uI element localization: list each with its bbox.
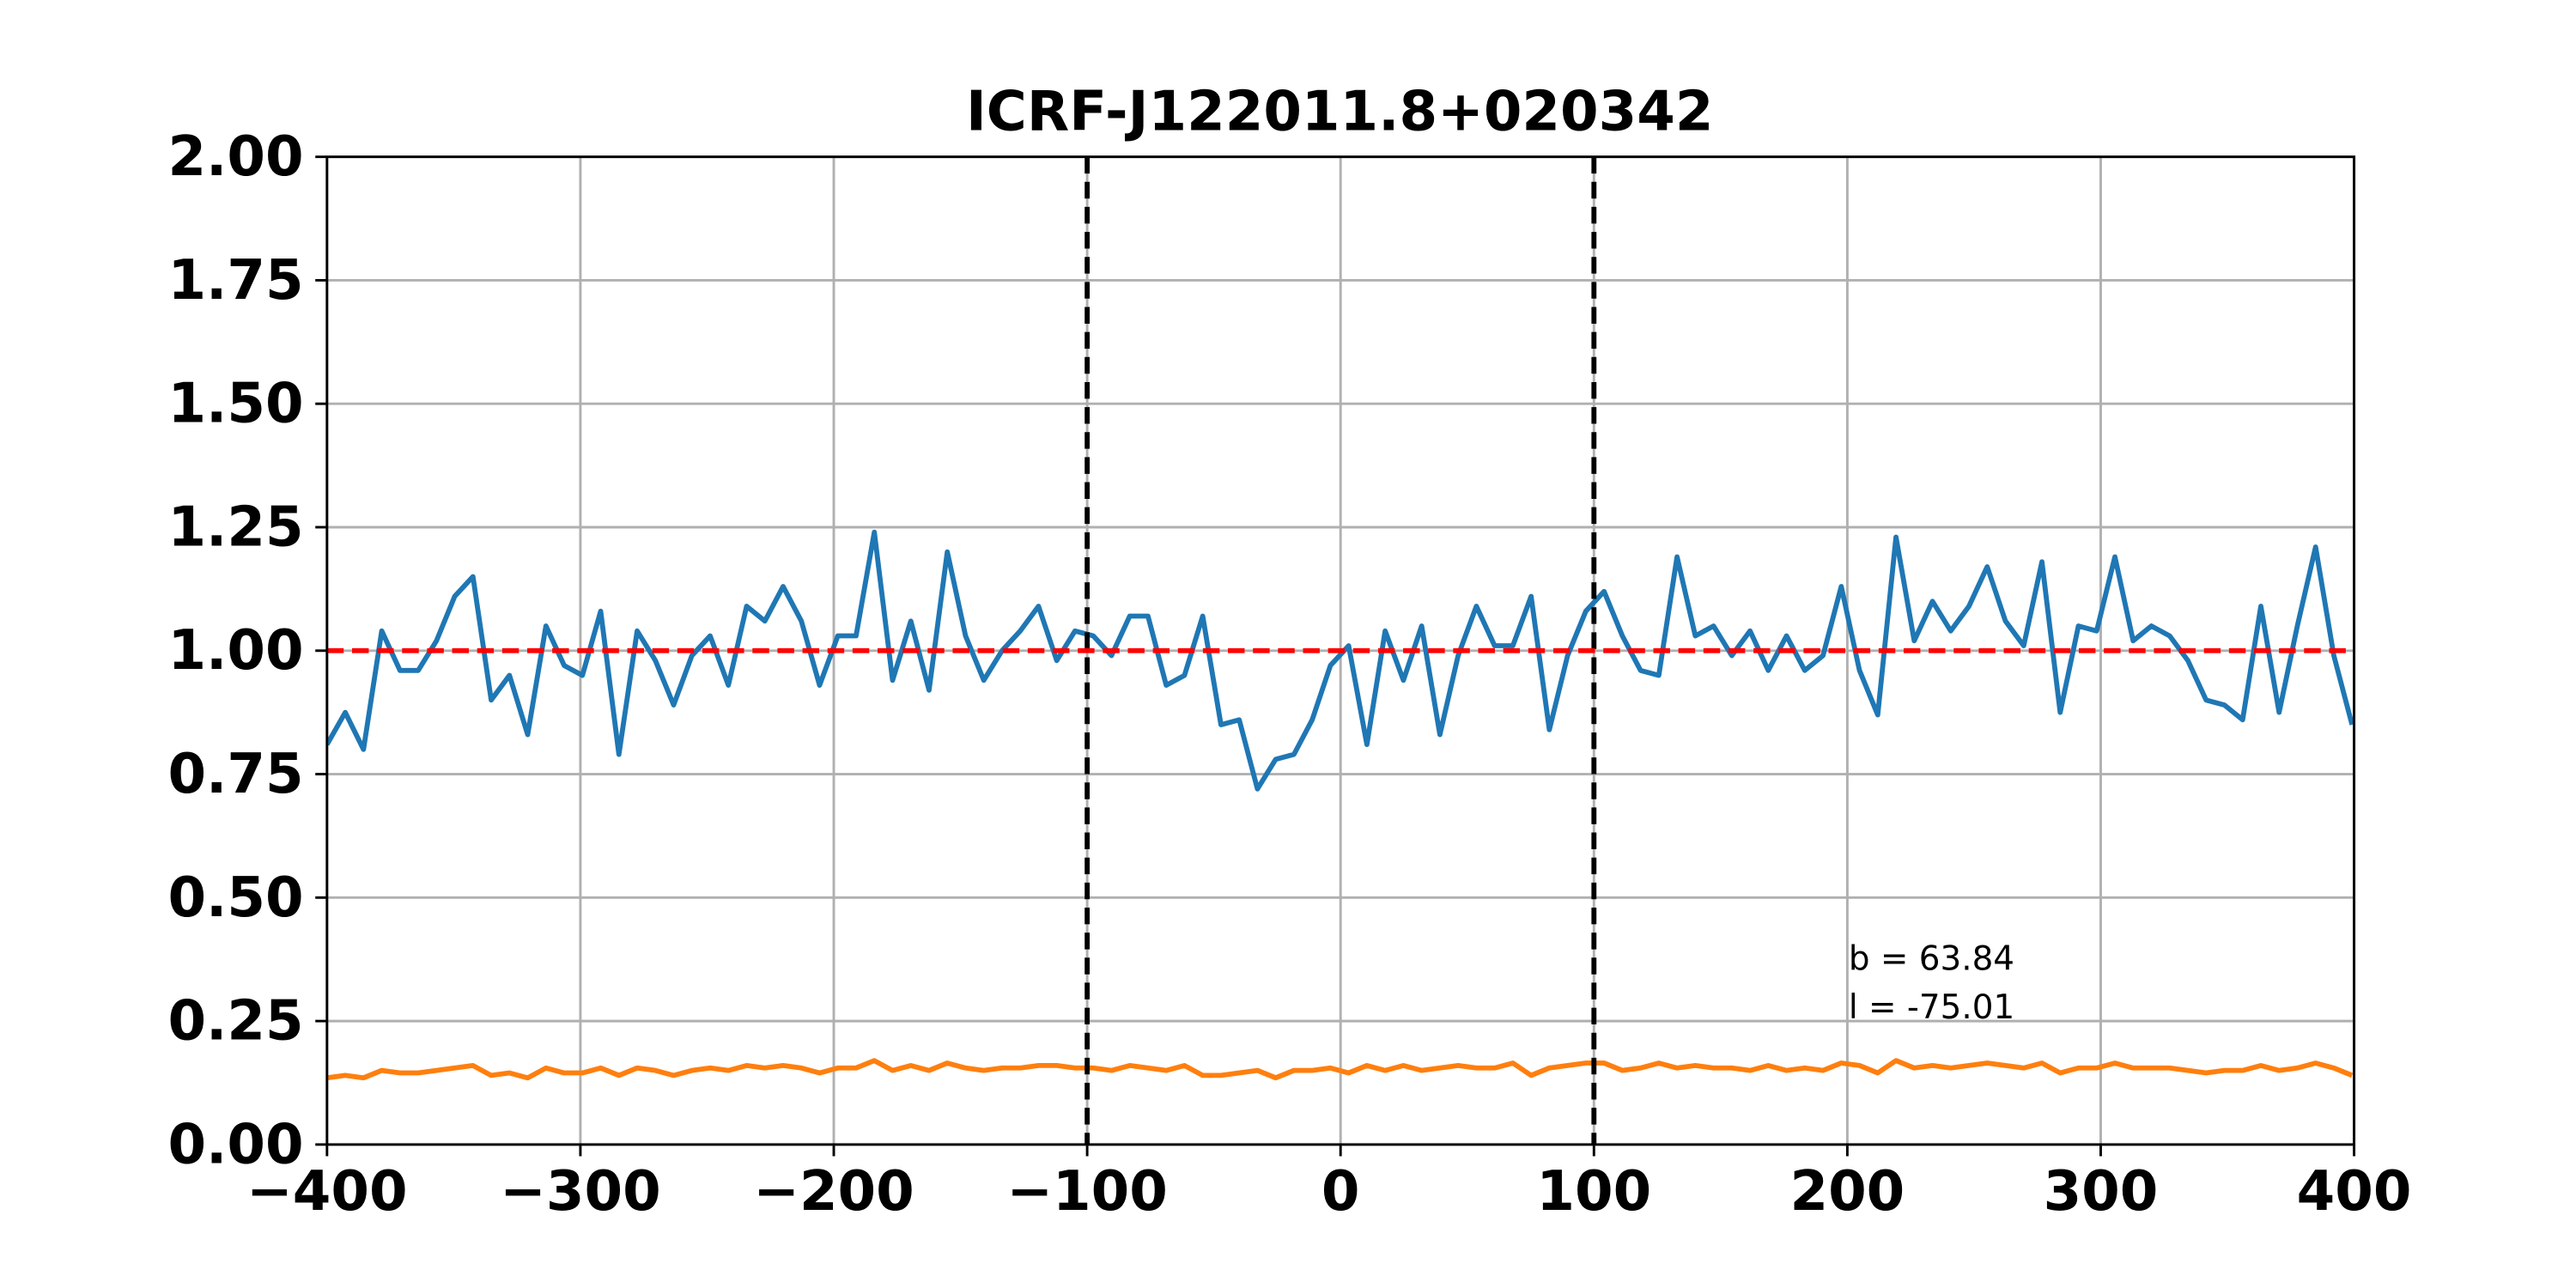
y-tick-label: 1.25 <box>167 495 303 559</box>
data-line <box>326 1058 2354 1081</box>
x-tick-label: −200 <box>753 1159 914 1224</box>
y-tick-label: 0.25 <box>167 989 303 1054</box>
annotation: l = -75.01 <box>1849 988 2014 1027</box>
y-tick-label: 0.50 <box>167 866 303 930</box>
y-tick-label: 0.00 <box>167 1112 303 1176</box>
x-tick-label: −100 <box>1006 1159 1168 1224</box>
y-tick-label: 1.00 <box>167 618 303 683</box>
x-tick-label: −400 <box>246 1159 408 1224</box>
x-tick-label: 0 <box>1321 1159 1360 1224</box>
annotation: b = 63.84 <box>1849 940 2014 979</box>
x-tick-label: 400 <box>2297 1159 2412 1224</box>
y-tick-label: 0.75 <box>167 742 303 806</box>
plot-frame <box>325 155 2356 1146</box>
y-tick-label: 1.75 <box>167 248 303 313</box>
plot-area <box>326 156 2354 1145</box>
data-line <box>326 529 2354 792</box>
chart-title: ICRF-J122011.8+020342 <box>966 80 1714 144</box>
x-tick-label: 100 <box>1536 1159 1651 1224</box>
x-tick-label: 200 <box>1789 1159 1905 1224</box>
y-tick-label: 2.00 <box>167 125 303 189</box>
x-tick-label: 300 <box>2044 1159 2159 1224</box>
y-tick-label: 1.50 <box>167 372 303 436</box>
x-tick-label: −300 <box>500 1159 661 1224</box>
